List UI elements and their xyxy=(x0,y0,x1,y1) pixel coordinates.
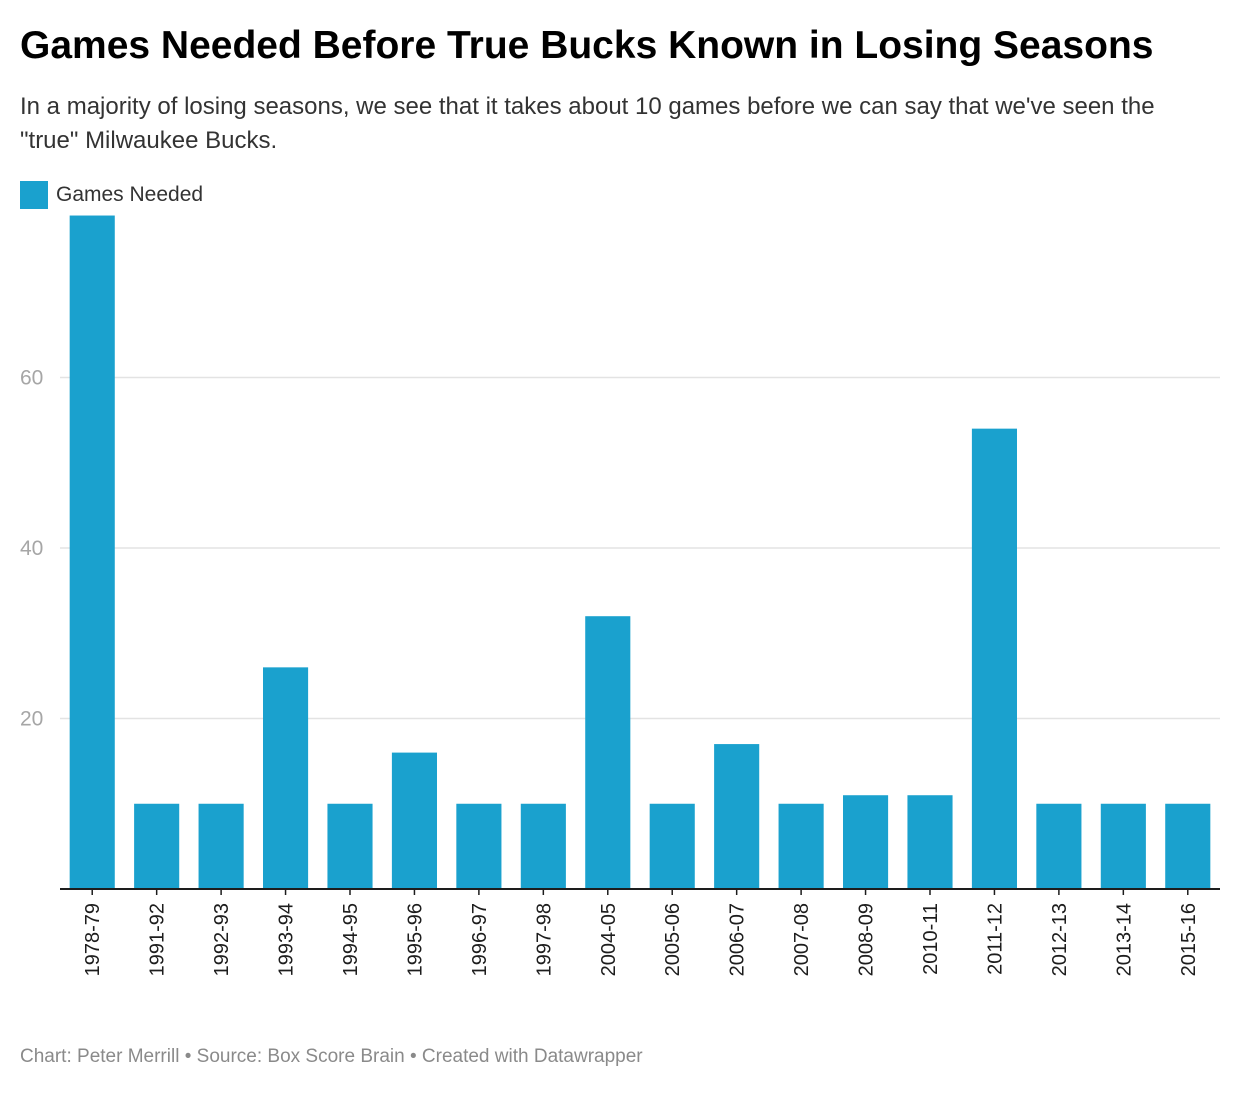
y-tick-label: 60 xyxy=(20,367,43,390)
legend-label: Games Needed xyxy=(56,183,204,206)
x-tick-label: 1991-92 xyxy=(147,903,169,976)
bar xyxy=(69,215,115,889)
bar xyxy=(714,744,760,889)
x-tick-label: 2007-08 xyxy=(791,903,813,976)
bar xyxy=(907,795,953,889)
bar xyxy=(1165,803,1211,889)
x-tick-label: 1978-79 xyxy=(82,903,104,976)
bar xyxy=(134,803,180,889)
x-tick-label: 1997-98 xyxy=(533,903,555,976)
x-tick-label: 2015-16 xyxy=(1178,903,1200,976)
bar xyxy=(971,428,1017,889)
x-tick-label: 1994-95 xyxy=(340,903,362,976)
bar xyxy=(456,803,502,889)
bar xyxy=(198,803,244,889)
footer-source: Source: Box Score Brain xyxy=(196,1046,405,1067)
x-tick-label: 2011-12 xyxy=(984,903,1006,975)
x-tick-label: 1993-94 xyxy=(276,903,298,976)
x-tick-label: 2004-05 xyxy=(598,903,620,976)
x-tick-label: 1996-97 xyxy=(469,903,491,976)
bar xyxy=(327,803,373,889)
x-tick-label: 2010-11 xyxy=(920,903,942,975)
bar xyxy=(520,803,566,889)
chart-footer: Chart: Peter Merrill • Source: Box Score… xyxy=(20,1046,643,1068)
x-tick-label: 2008-09 xyxy=(856,903,878,976)
bar xyxy=(391,752,437,889)
x-tick-label: 2012-13 xyxy=(1049,903,1071,976)
bar-chart: 20 40 60 1978-79 1991-92 1992-93 1993-94 1994-9… xyxy=(20,215,1220,976)
footer-created-with: Created with Datawrapper xyxy=(421,1046,643,1067)
legend: Games Needed xyxy=(20,180,203,210)
x-tick-label: 2013-14 xyxy=(1113,903,1135,976)
x-tick-label: 2006-07 xyxy=(727,903,749,976)
bar xyxy=(585,616,631,889)
bar xyxy=(843,795,889,889)
chart-title: Games Needed Before True Bucks Known in … xyxy=(20,24,1154,67)
bar xyxy=(649,803,695,889)
chart-subtitle: In a majority of losing seasons, we see … xyxy=(20,93,1155,154)
footer-separator: • xyxy=(409,1046,417,1067)
bar xyxy=(778,803,824,889)
x-tick-label: 1995-96 xyxy=(404,903,426,976)
y-tick-label: 40 xyxy=(20,537,43,560)
bar xyxy=(1036,803,1082,889)
footer-separator: • xyxy=(184,1046,192,1067)
footer-chart-credit: Chart: Peter Merrill xyxy=(20,1046,180,1067)
bar xyxy=(1100,803,1146,889)
bar xyxy=(263,667,309,889)
x-tick-label: 1992-93 xyxy=(211,903,233,976)
x-tick-label: 2005-06 xyxy=(662,903,684,976)
y-tick-label: 20 xyxy=(20,708,43,731)
legend-swatch xyxy=(20,181,48,209)
